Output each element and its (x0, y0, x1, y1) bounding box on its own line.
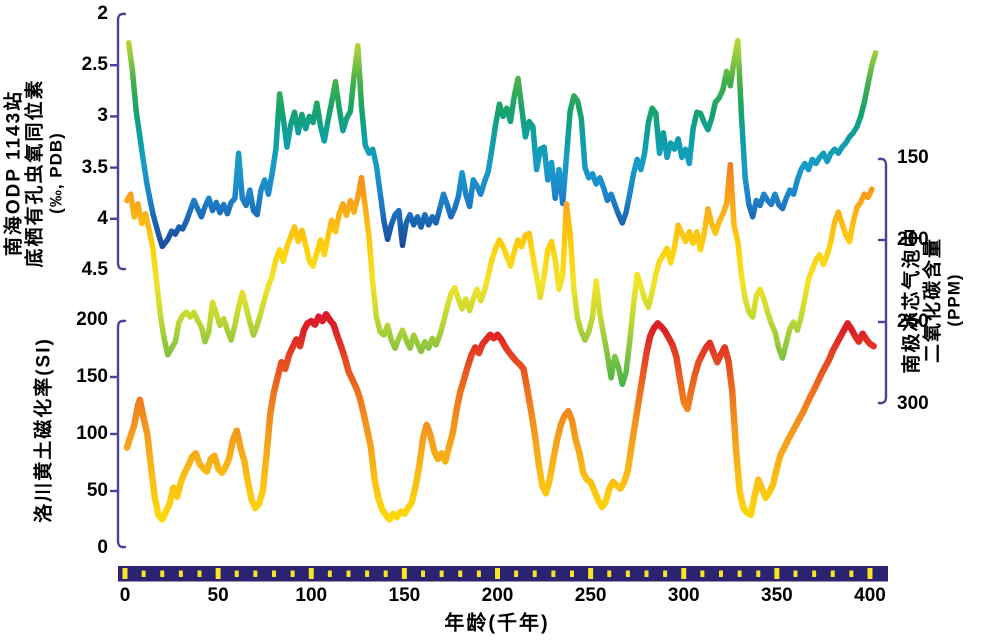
age-tick-label: 200 (481, 585, 514, 606)
susceptibility-tick-label: 200 (76, 309, 108, 330)
co2-axis-title-line1: 南极冰芯气泡中 (901, 226, 923, 374)
timescale-minor-dash (663, 570, 668, 577)
timescale-major-dash (308, 568, 314, 579)
timescale-minor-dash (551, 570, 556, 577)
timescale-minor-dash (421, 570, 425, 577)
timescale-minor-dash (625, 570, 630, 577)
timescale-minor-dash (719, 570, 723, 577)
timescale-minor-dash (756, 570, 761, 577)
timescale-bar (118, 566, 888, 582)
x-axis-title: 年龄(千年) (444, 612, 550, 635)
oxygen-isotope-tick-label: 2.5 (81, 54, 108, 76)
timescale-minor-dash (793, 570, 798, 577)
timescale-major-dash (215, 568, 221, 579)
timescale-major-dash (588, 568, 594, 579)
timescale-minor-dash (532, 570, 537, 577)
oxygen-isotope-tick-label: 2 (97, 3, 108, 24)
timescale-minor-dash (272, 570, 276, 577)
timescale-major-dash (122, 568, 128, 579)
timescale-minor-dash (700, 570, 705, 577)
timescale-minor-dash (439, 570, 444, 577)
co2-tick-label: 150 (897, 147, 929, 168)
timescale-minor-dash (234, 570, 239, 577)
timescale-minor-dash (290, 570, 295, 577)
timescale-minor-dash (253, 570, 258, 577)
co2-tick-label: 300 (897, 393, 929, 414)
oxygen-isotope-tick-label: 3.5 (81, 156, 108, 178)
age-tick-label: 300 (667, 585, 700, 606)
oxygen-isotope-tick-label: 4 (97, 207, 108, 229)
oxygen-isotope-axis-unit: (‰, PDB) (46, 132, 66, 214)
co2-tick-label: 200 (897, 229, 929, 250)
timescale-minor-dash (178, 570, 183, 577)
timescale-minor-dash (607, 570, 612, 577)
timescale-minor-dash (849, 570, 854, 577)
susceptibility-tick-label: 0 (97, 537, 108, 558)
timescale-major-dash (681, 568, 687, 579)
oxygen_isotope-curve (125, 37, 879, 250)
axis-line (877, 157, 888, 405)
susceptibility-axis-title-line: 洛川黄土磁化率(SI) (33, 337, 55, 523)
timescale-minor-dash (383, 570, 388, 577)
age-tick-label: 50 (207, 585, 229, 606)
susceptibility-curve (123, 311, 877, 523)
timescale-minor-dash (570, 570, 574, 577)
co2-axis-title-line2: 二氧化碳含量 (922, 236, 944, 364)
timescale-major-dash (495, 568, 500, 579)
timescale-minor-dash (514, 570, 519, 577)
timescale-minor-dash (197, 570, 202, 577)
axis-line (116, 319, 127, 549)
timescale-minor-dash (141, 570, 146, 577)
timescale-major-dash (401, 568, 407, 579)
oxygen-isotope-axis-title: 南海ODP 1143站 底栖有孔虫氧同位素 (‰, PDB) (4, 78, 67, 267)
co2-curve (124, 161, 875, 388)
age-tick-label: 0 (119, 585, 131, 606)
oxygen-isotope-axis-title-line1: 南海ODP 1143站 (3, 89, 25, 257)
timescale-minor-dash (644, 570, 649, 577)
age-tick-label: 350 (761, 585, 793, 606)
axis-line (116, 12, 127, 271)
timescale-minor-dash (160, 570, 165, 577)
timescale-minor-dash (812, 570, 817, 577)
susceptibility-tick-label: 150 (76, 366, 108, 387)
age-tick-label: 400 (854, 585, 886, 606)
timescale-minor-dash (365, 570, 370, 577)
timescale-minor-dash (476, 570, 481, 577)
age-tick-label: 250 (574, 585, 607, 606)
oxygen-isotope-tick-label: 3 (97, 105, 108, 127)
oxygen-isotope-axis-title-line2: 底栖有孔虫氧同位素 (24, 78, 46, 268)
co2-axis-title: 南极冰芯气泡中 二氧化碳含量 (PPM) (902, 226, 965, 373)
timescale-minor-dash (327, 570, 332, 577)
timescale-minor-dash (737, 570, 742, 577)
susceptibility-axis-title: 洛川黄土磁化率(SI) (34, 337, 55, 523)
timescale-minor-dash (458, 570, 463, 577)
age-tick-label: 100 (295, 585, 328, 606)
co2-tick-label: 250 (897, 311, 929, 332)
co2-axis-unit: (PPM) (944, 273, 964, 327)
age-tick-label: 150 (388, 585, 421, 606)
susceptibility-tick-label: 100 (76, 423, 108, 444)
timescale-minor-dash (830, 570, 835, 577)
timescale-major-dash (774, 568, 780, 579)
oxygen-isotope-tick-label: 4.5 (81, 259, 108, 280)
timescale-minor-dash (346, 570, 351, 577)
timescale-major-dash (867, 568, 873, 579)
susceptibility-tick-label: 50 (86, 480, 108, 501)
